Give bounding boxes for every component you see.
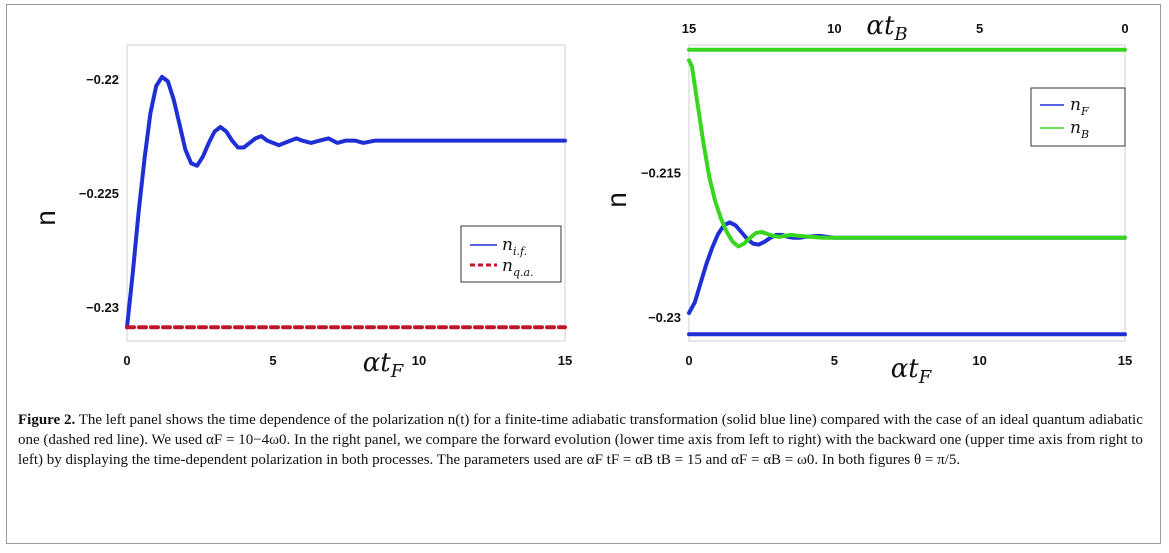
left-x-axis-label: αtF	[363, 348, 405, 382]
right-series-group	[687, 47, 1127, 337]
figure-frame	[6, 4, 1161, 544]
left-panel: 0 5 10 15 −0.22 −0.225 −0.23 n αtF ni.f. nq.a.	[30, 44, 572, 382]
right-x-tick-label: 15	[1118, 353, 1132, 368]
left-y-tick-label: −0.22	[86, 72, 119, 87]
right-x-tick-label: 5	[831, 353, 838, 368]
left-legend: ni.f. nq.a.	[460, 225, 562, 283]
right-x-tick-label: 10	[972, 353, 986, 368]
right-top-x-tick-label: 5	[976, 21, 983, 36]
right-top-x-tick-label: 0	[1121, 21, 1128, 36]
right-top-x-tick-label: 15	[682, 21, 696, 36]
right-x-tick-label: 0	[685, 353, 692, 368]
right-y-tick-label: −0.23	[648, 310, 681, 325]
right-panel: 0 5 10 15 −0.215 −0.23 15 10 5 0 n αtF αtB nF nB	[601, 11, 1132, 388]
left-x-tick-label: 0	[123, 353, 130, 368]
right-legend: nF nB	[1030, 87, 1126, 147]
right-tick-group: 0 5 10 15 −0.215 −0.23 15 10 5 0	[641, 21, 1132, 368]
left-y-axis-label: n	[30, 210, 61, 226]
caption-text: The left panel shows the time dependence…	[18, 412, 1143, 468]
right-plot-area	[688, 44, 1126, 342]
left-legend-box	[460, 225, 562, 283]
right-x-axis-label: αtF	[891, 354, 933, 388]
left-y-tick-label: −0.225	[79, 186, 119, 201]
right-legend-box	[1030, 87, 1126, 147]
left-tick-group: 0 5 10 15 −0.22 −0.225 −0.23	[79, 72, 572, 368]
left-x-tick-label: 15	[558, 353, 572, 368]
right-series-line-1	[687, 58, 1127, 249]
right-y-tick-label: −0.215	[641, 165, 681, 180]
right-top-axis-label: αtB	[866, 11, 907, 45]
left-x-tick-label: 10	[412, 353, 426, 368]
left-plot-area	[126, 44, 566, 342]
right-top-x-tick-label: 10	[827, 21, 841, 36]
left-series-line-0	[125, 74, 567, 330]
left-y-tick-label: −0.23	[86, 300, 119, 315]
right-y-axis-label: n	[601, 192, 632, 208]
caption-label: Figure 2.	[18, 412, 76, 428]
left-series-group	[125, 74, 567, 330]
left-x-tick-label: 5	[269, 353, 276, 368]
figure-caption: Figure 2. The left panel shows the time …	[18, 410, 1150, 470]
